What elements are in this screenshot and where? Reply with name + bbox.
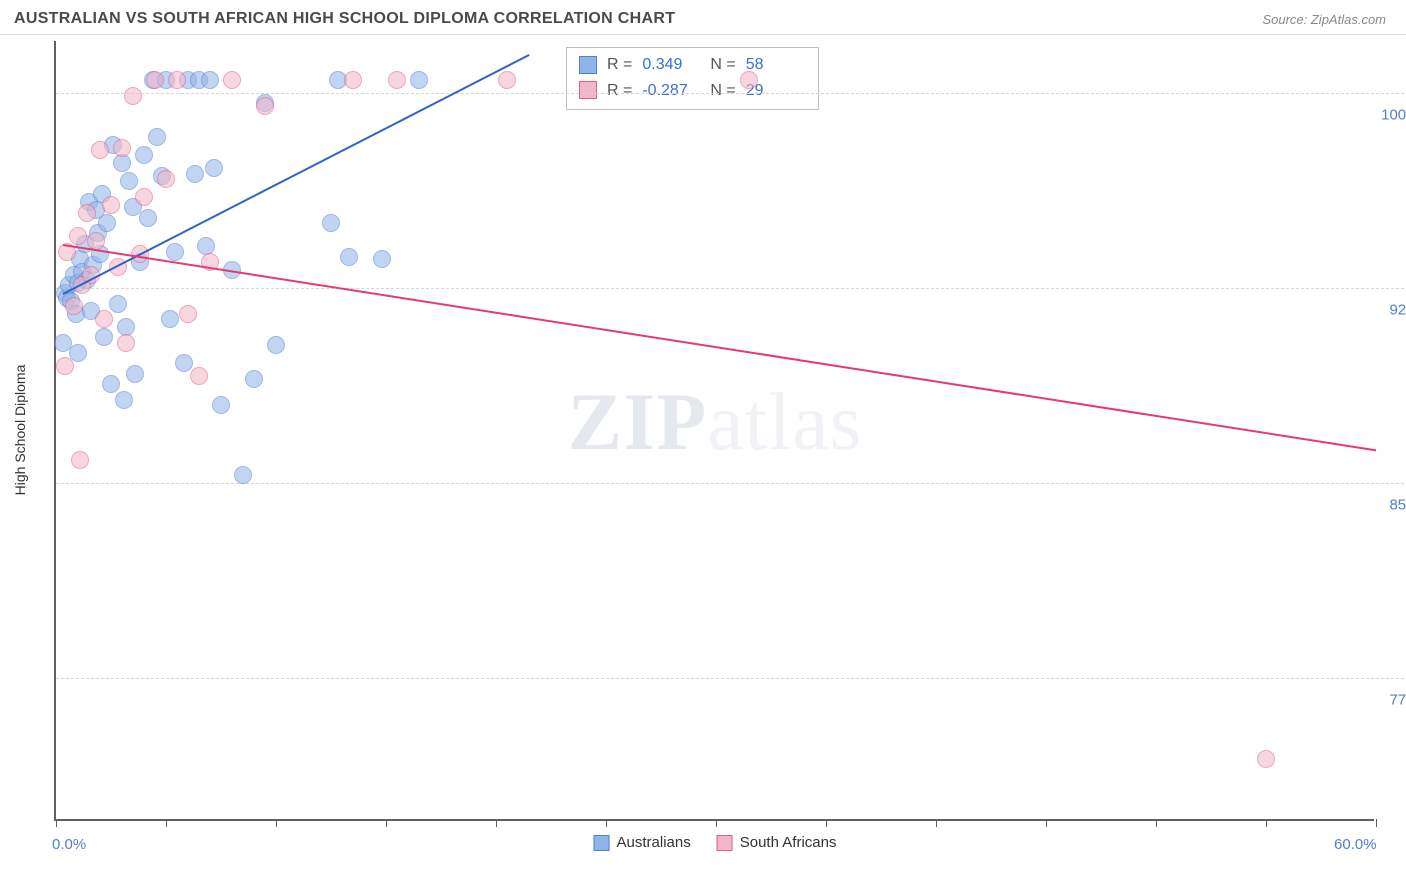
x-tick bbox=[716, 819, 717, 827]
watermark-text: ZIPatlas bbox=[568, 375, 863, 469]
source-credit: Source: ZipAtlas.com bbox=[1262, 12, 1386, 27]
data-point bbox=[124, 87, 142, 105]
data-point bbox=[161, 310, 179, 328]
data-point bbox=[190, 367, 208, 385]
data-point bbox=[109, 295, 127, 313]
swatch-icon bbox=[579, 81, 597, 99]
data-point bbox=[91, 141, 109, 159]
swatch-icon bbox=[579, 56, 597, 74]
data-point bbox=[95, 328, 113, 346]
x-tick bbox=[936, 819, 937, 827]
x-tick-label: 60.0% bbox=[1334, 836, 1377, 853]
data-point bbox=[201, 71, 219, 89]
x-tick bbox=[496, 819, 497, 827]
data-point bbox=[135, 146, 153, 164]
chart-container: High School Diploma ZIPatlas R = 0.349 N… bbox=[0, 41, 1406, 821]
x-tick-label: 0.0% bbox=[52, 836, 86, 853]
data-point bbox=[168, 71, 186, 89]
swatch-icon bbox=[717, 835, 733, 851]
x-tick bbox=[1266, 819, 1267, 827]
y-axis-label: High School Diploma bbox=[12, 365, 28, 496]
data-point bbox=[322, 214, 340, 232]
data-point bbox=[120, 172, 138, 190]
data-point bbox=[146, 71, 164, 89]
data-point bbox=[373, 250, 391, 268]
x-tick bbox=[826, 819, 827, 827]
data-point bbox=[1257, 750, 1275, 768]
data-point bbox=[388, 71, 406, 89]
data-point bbox=[78, 204, 96, 222]
trend-line bbox=[62, 244, 1376, 452]
legend-label: South Africans bbox=[740, 834, 837, 851]
gridline bbox=[56, 93, 1406, 94]
data-point bbox=[98, 214, 116, 232]
data-point bbox=[69, 227, 87, 245]
data-point bbox=[157, 170, 175, 188]
data-point bbox=[498, 71, 516, 89]
chart-header: AUSTRALIAN VS SOUTH AFRICAN HIGH SCHOOL … bbox=[0, 0, 1406, 35]
legend-item-south-africans: South Africans bbox=[717, 834, 837, 851]
plot-area: High School Diploma ZIPatlas R = 0.349 N… bbox=[54, 41, 1374, 821]
data-point bbox=[65, 297, 83, 315]
gridline bbox=[56, 288, 1406, 289]
gridline bbox=[56, 483, 1406, 484]
legend-label: Australians bbox=[617, 834, 691, 851]
data-point bbox=[139, 209, 157, 227]
data-point bbox=[113, 154, 131, 172]
data-point bbox=[126, 365, 144, 383]
data-point bbox=[245, 370, 263, 388]
data-point bbox=[166, 243, 184, 261]
stats-row-australians: R = 0.349 N = 58 bbox=[579, 52, 804, 78]
x-tick bbox=[1156, 819, 1157, 827]
y-tick-label: 77.5% bbox=[1389, 692, 1406, 709]
gridline bbox=[56, 678, 1406, 679]
data-point bbox=[102, 375, 120, 393]
data-point bbox=[115, 391, 133, 409]
legend-item-australians: Australians bbox=[594, 834, 691, 851]
x-tick bbox=[606, 819, 607, 827]
data-point bbox=[71, 451, 89, 469]
x-tick bbox=[166, 819, 167, 827]
data-point bbox=[95, 310, 113, 328]
y-tick-label: 92.5% bbox=[1389, 302, 1406, 319]
data-point bbox=[186, 165, 204, 183]
data-point bbox=[102, 196, 120, 214]
x-tick bbox=[56, 819, 57, 827]
stats-row-south-africans: R = -0.287 N = 29 bbox=[579, 78, 804, 104]
y-tick-label: 100.0% bbox=[1381, 107, 1406, 124]
chart-title: AUSTRALIAN VS SOUTH AFRICAN HIGH SCHOOL … bbox=[14, 10, 675, 28]
data-point bbox=[117, 334, 135, 352]
data-point bbox=[410, 71, 428, 89]
r-value: -0.287 bbox=[642, 78, 700, 104]
y-tick-label: 85.0% bbox=[1389, 497, 1406, 514]
data-point bbox=[148, 128, 166, 146]
correlation-stats-box: R = 0.349 N = 58 R = -0.287 N = 29 bbox=[566, 47, 819, 110]
data-point bbox=[175, 354, 193, 372]
data-point bbox=[740, 71, 758, 89]
data-point bbox=[256, 97, 274, 115]
data-point bbox=[179, 305, 197, 323]
data-point bbox=[113, 139, 131, 157]
data-point bbox=[344, 71, 362, 89]
r-value: 0.349 bbox=[642, 52, 700, 78]
data-point bbox=[212, 396, 230, 414]
data-point bbox=[234, 466, 252, 484]
data-point bbox=[223, 71, 241, 89]
data-point bbox=[56, 357, 74, 375]
swatch-icon bbox=[594, 835, 610, 851]
x-tick bbox=[1046, 819, 1047, 827]
x-tick bbox=[276, 819, 277, 827]
data-point bbox=[340, 248, 358, 266]
data-point bbox=[135, 188, 153, 206]
legend: Australians South Africans bbox=[594, 834, 837, 851]
x-tick bbox=[1376, 819, 1377, 827]
data-point bbox=[205, 159, 223, 177]
data-point bbox=[267, 336, 285, 354]
x-tick bbox=[386, 819, 387, 827]
